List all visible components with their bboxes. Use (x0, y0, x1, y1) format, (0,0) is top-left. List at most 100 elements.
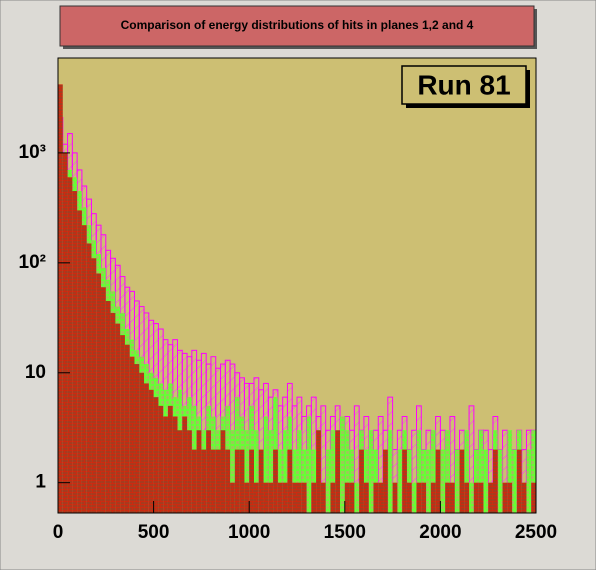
bar (335, 430, 341, 513)
bar (363, 482, 369, 513)
bar (172, 416, 178, 513)
bar (507, 430, 513, 513)
bar (521, 482, 527, 513)
bar (282, 430, 288, 513)
bar (134, 364, 140, 513)
bar (201, 449, 207, 513)
bar (120, 335, 125, 513)
bar (330, 482, 336, 513)
bar (531, 482, 536, 513)
bar (478, 430, 484, 513)
bar (464, 430, 470, 513)
bar (492, 449, 498, 513)
bar (430, 430, 436, 513)
bar (244, 430, 250, 513)
bar (67, 177, 73, 513)
bar (129, 356, 135, 513)
bar (373, 449, 379, 513)
bar (187, 430, 192, 513)
bar (177, 430, 183, 513)
bar (81, 225, 87, 513)
bar (230, 482, 235, 513)
bar (167, 405, 173, 513)
bar (115, 323, 121, 513)
bar (464, 482, 470, 513)
bar (454, 449, 460, 513)
bar (435, 449, 441, 513)
bar (483, 449, 489, 513)
bar (277, 449, 283, 513)
bar (397, 449, 403, 513)
bar (512, 449, 517, 513)
bar (330, 430, 336, 513)
bar (206, 430, 211, 513)
bar (263, 416, 269, 513)
bar (421, 449, 427, 513)
bar (449, 482, 455, 513)
bar (373, 482, 379, 513)
bar (196, 430, 202, 513)
bar (239, 449, 245, 513)
bar (153, 397, 159, 513)
bar (349, 449, 355, 513)
bar (301, 449, 307, 513)
bar (402, 449, 407, 513)
bar (253, 482, 259, 513)
bar (478, 482, 484, 513)
bar (110, 312, 116, 513)
bar (62, 152, 68, 514)
x-tick-label: 2000 (419, 522, 461, 543)
bar (182, 416, 188, 513)
bar (96, 273, 102, 513)
bar (105, 300, 111, 513)
bar (292, 482, 297, 513)
x-tick-label: 1500 (324, 522, 366, 543)
bar (421, 482, 427, 513)
bar (139, 372, 145, 513)
bar (268, 482, 274, 513)
bar (320, 482, 326, 513)
bar (234, 449, 240, 513)
bar (292, 449, 297, 513)
bar (354, 482, 360, 513)
bar (406, 449, 412, 513)
bar (124, 344, 130, 513)
bar (282, 482, 288, 513)
x-tick-label: 0 (53, 522, 64, 543)
title-box (59, 5, 535, 47)
bar (473, 482, 479, 513)
bar (516, 449, 522, 513)
bar (383, 449, 388, 513)
y-tick-label: 10 (25, 362, 46, 383)
bar (502, 482, 508, 513)
bar (86, 243, 92, 513)
bar (378, 482, 384, 513)
bar (445, 482, 450, 513)
x-tick-label: 1000 (228, 522, 270, 543)
bar (144, 383, 149, 513)
bar (363, 449, 369, 513)
bar (191, 449, 197, 513)
y-tick-label: 10² (19, 252, 46, 273)
bar (311, 449, 317, 513)
bar (148, 389, 154, 513)
bar (426, 449, 431, 513)
bar (220, 430, 226, 513)
bar (387, 430, 393, 513)
bar (158, 405, 164, 513)
bar (287, 449, 293, 513)
bar (325, 449, 331, 513)
bar (91, 258, 97, 513)
chart-title: Comparison of energy distributions of hi… (121, 18, 474, 32)
bar (416, 430, 422, 513)
bar (297, 430, 302, 513)
bar (210, 449, 216, 513)
bar (273, 449, 278, 513)
bar (344, 430, 350, 513)
annotation-box (401, 65, 527, 105)
bar (406, 482, 412, 513)
bar (392, 482, 398, 513)
bar (230, 430, 235, 513)
bar (469, 482, 474, 513)
